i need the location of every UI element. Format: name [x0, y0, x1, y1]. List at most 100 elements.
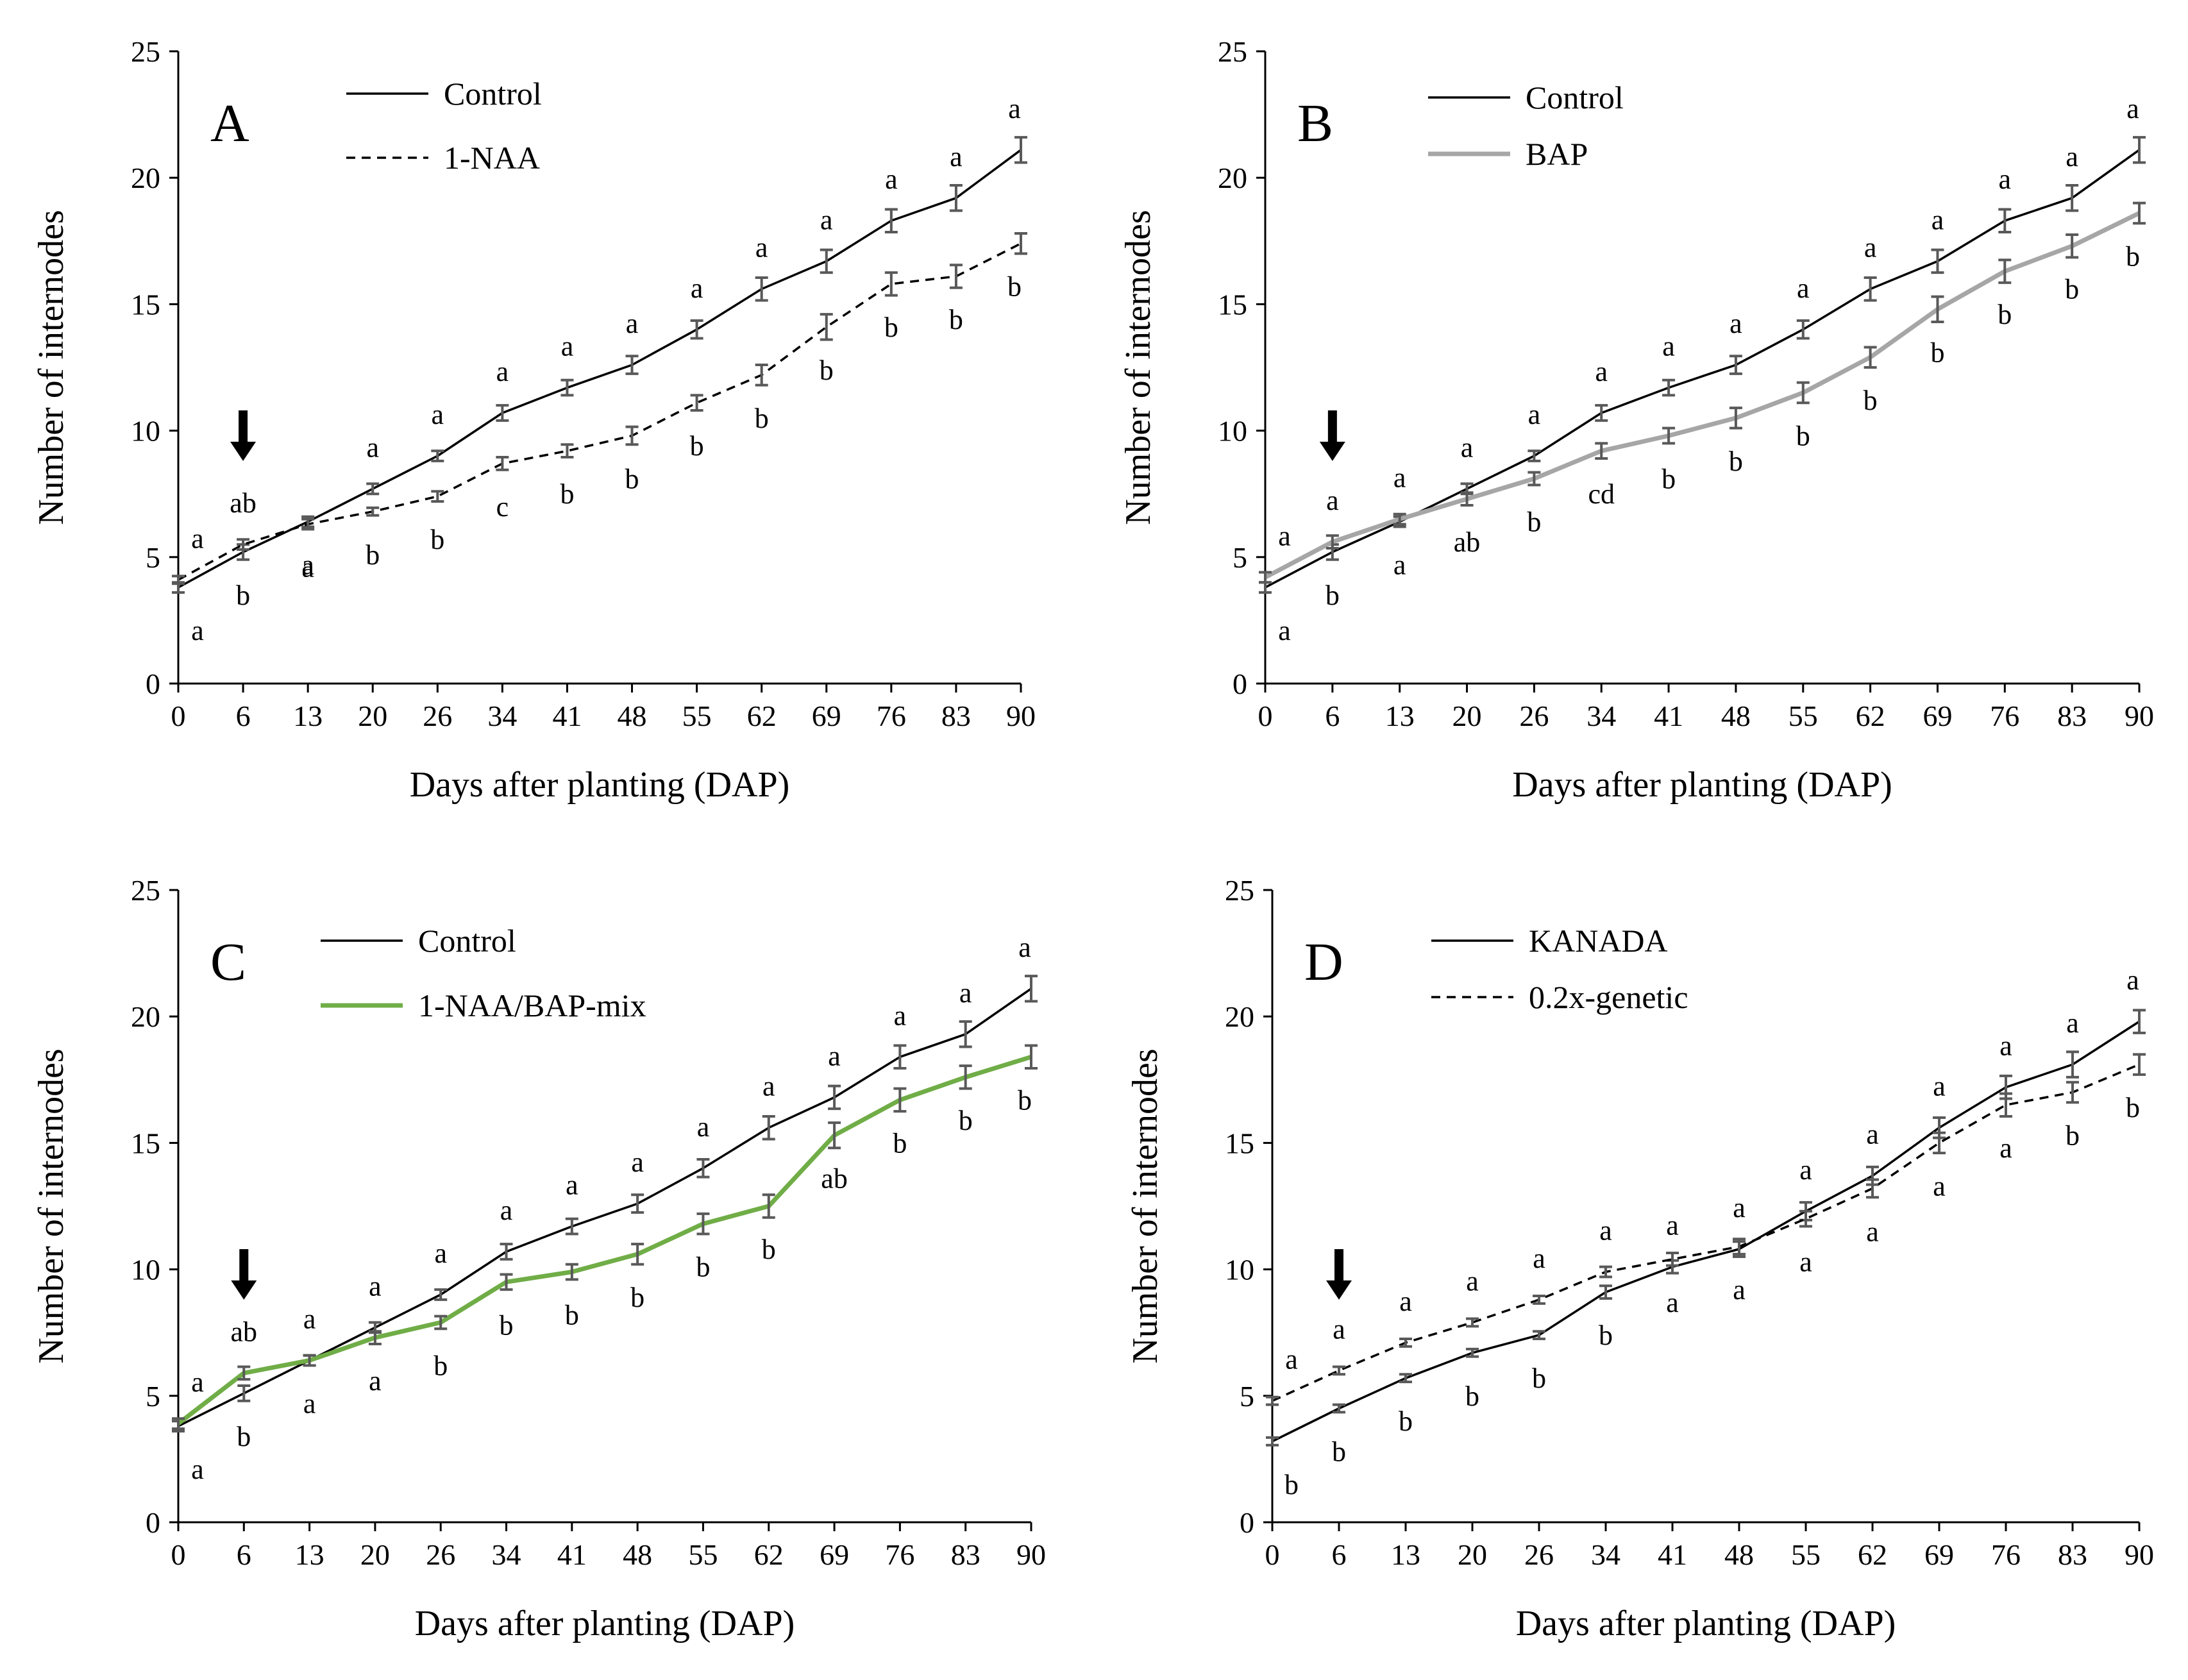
significance-letter: b [560, 478, 574, 510]
arrow-shaft [1327, 410, 1337, 444]
series-line-1-naa [178, 242, 1022, 581]
x-tick-label: 83 [2058, 1538, 2087, 1571]
significance-letter: a [500, 1195, 513, 1226]
x-tick-label: 41 [557, 1538, 587, 1571]
series-line-kanada [1272, 1020, 2140, 1443]
x-tick-label: 0 [171, 1538, 186, 1571]
arrow-down-icon [230, 441, 257, 461]
legend-label: BAP [1526, 136, 1588, 172]
y-tick-label: 5 [1240, 1380, 1254, 1413]
significance-letter: a [2126, 964, 2139, 996]
significance-letter: b [1532, 1363, 1546, 1394]
significance-letter: b [625, 463, 639, 494]
x-tick-label: 26 [426, 1538, 455, 1571]
significance-letter: ab [1454, 526, 1481, 558]
x-tick-label: 90 [2125, 1538, 2154, 1571]
arrow-shaft [1334, 1249, 1343, 1283]
x-tick-label: 90 [1006, 700, 1036, 732]
x-tick-label: 20 [358, 700, 387, 732]
significance-letter: a [1326, 485, 1339, 516]
significance-letter: b [949, 304, 963, 335]
x-tick-label: 13 [1391, 1538, 1420, 1571]
significance-letter: a [820, 204, 833, 235]
x-tick-label: 13 [1385, 700, 1415, 732]
significance-letter: a [191, 523, 204, 554]
x-axis-title: Days after planting (DAP) [410, 765, 790, 805]
significance-letter: b [1998, 299, 2012, 330]
y-tick-label: 0 [1240, 1506, 1254, 1539]
arrow-down-icon [1319, 441, 1345, 461]
legend-label: Control [418, 923, 516, 959]
significance-letter: a [1399, 1286, 1412, 1317]
y-axis-title: Number of internodes [1118, 210, 1158, 525]
x-tick-label: 13 [293, 700, 323, 732]
x-tick-label: 13 [295, 1538, 324, 1571]
y-tick-label: 15 [131, 1127, 160, 1159]
significance-letter: a [434, 1238, 447, 1269]
y-tick-label: 20 [1218, 162, 1247, 194]
significance-letter: b [755, 403, 769, 434]
significance-letter: a [1333, 1313, 1345, 1345]
significance-letter: a [1599, 1215, 1612, 1247]
panel-letter: D [1304, 932, 1343, 992]
x-tick-label: 62 [754, 1538, 784, 1571]
x-tick-label: 34 [1586, 700, 1616, 732]
significance-letter: b [1465, 1381, 1479, 1412]
significance-letter: b [959, 1105, 973, 1136]
y-tick-label: 25 [131, 874, 160, 907]
significance-letter: b [366, 539, 380, 571]
significance-letter: a [1931, 204, 1944, 235]
x-tick-label: 0 [1258, 700, 1273, 732]
significance-letter: a [1393, 462, 1406, 494]
y-tick-label: 10 [131, 415, 160, 448]
x-tick-label: 34 [1591, 1538, 1620, 1571]
x-tick-label: 0 [1265, 1538, 1280, 1571]
significance-letter: a [1662, 331, 1675, 362]
x-tick-label: 48 [618, 700, 647, 732]
series-line-0-2x-genetic [1272, 1063, 2140, 1402]
significance-letter: b [1864, 385, 1878, 416]
significance-letter: a [1733, 1192, 1746, 1223]
significance-letter: a [369, 1365, 382, 1397]
x-tick-label: 6 [237, 1538, 251, 1571]
significance-letter: a [2066, 1007, 2079, 1039]
y-axis-title: Number of internodes [31, 210, 71, 525]
x-tick-label: 48 [1721, 700, 1751, 732]
legend-label: 1-NAA [444, 140, 540, 176]
y-tick-label: 10 [1225, 1254, 1254, 1286]
significance-letter: a [755, 232, 768, 264]
y-tick-label: 0 [146, 1506, 160, 1539]
x-tick-label: 69 [820, 1538, 849, 1571]
x-tick-label: 69 [1924, 1538, 1954, 1571]
y-axis-title: Number of internodes [1125, 1048, 1165, 1363]
y-tick-label: 15 [131, 288, 160, 321]
x-tick-label: 48 [1724, 1538, 1754, 1571]
significance-letter: ab [821, 1163, 848, 1195]
x-tick-label: 83 [941, 700, 971, 732]
x-tick-label: 0 [171, 700, 186, 732]
significance-letter: a [1864, 232, 1877, 264]
x-tick-label: 41 [552, 700, 582, 732]
y-tick-label: 0 [146, 668, 160, 700]
panel-a: 0 5 10 15 20 25 0 6 13 20 26 34 41 48 55 62 69 76 83 90 Days… [31, 35, 1036, 805]
significance-letter: c [496, 491, 509, 523]
series-line-1-naa-bap-mix [176, 1054, 1032, 1425]
y-tick-label: 15 [1218, 288, 1247, 321]
x-tick-label: 76 [877, 700, 906, 732]
significance-letter: a [1666, 1287, 1679, 1318]
significance-letter: a [1018, 932, 1031, 963]
significance-letter: a [191, 1366, 204, 1398]
significance-letter: a [1666, 1210, 1679, 1241]
significance-letter: b [565, 1300, 579, 1331]
panel-c: 0 5 10 15 20 25 0 6 13 20 26 34 41 48 55 62 69 76 83 90 Days… [31, 874, 1046, 1643]
significance-letter: a [1528, 399, 1541, 430]
y-tick-label: 20 [1225, 1000, 1254, 1033]
legend-label: 1-NAA/BAP-mix [418, 987, 646, 1023]
significance-letter: b [1018, 1084, 1032, 1116]
significance-letter: a [959, 977, 972, 1009]
significance-letter: a [1999, 1132, 2012, 1164]
significance-letter: a [366, 432, 379, 463]
panel-letter: B [1297, 94, 1333, 153]
significance-letter: a [1466, 1265, 1479, 1297]
